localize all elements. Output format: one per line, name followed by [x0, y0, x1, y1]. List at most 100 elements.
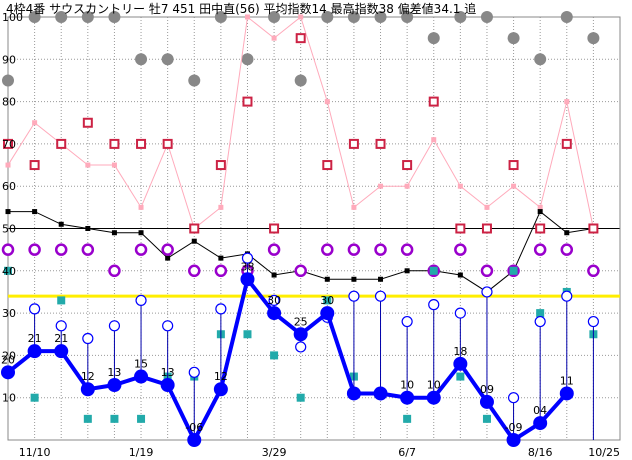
hollow-circle	[108, 320, 121, 332]
black-point	[32, 209, 38, 215]
pink-point	[511, 183, 517, 189]
pink-point	[457, 183, 463, 189]
teal-square	[536, 309, 545, 318]
purple-circle	[560, 243, 574, 256]
hollow-circle	[295, 341, 307, 353]
y-tick-label: 100	[2, 11, 23, 24]
index-data-label: 04	[533, 404, 547, 417]
black-point	[138, 230, 144, 236]
pink-point	[324, 99, 330, 105]
gray-dot	[401, 11, 414, 23]
red-square	[82, 117, 93, 128]
gray-dot	[560, 11, 573, 23]
black-point	[457, 272, 463, 278]
black-point	[378, 276, 384, 282]
plot-frame	[7, 16, 621, 441]
index-point	[213, 382, 228, 397]
purple-circle	[454, 243, 467, 256]
index-point	[160, 378, 175, 393]
index-series-line	[6, 274, 569, 445]
gray-dot	[374, 11, 387, 23]
pink-point	[351, 204, 357, 210]
black-point	[191, 238, 197, 244]
index-data-label: 11	[560, 374, 574, 387]
index-point	[107, 378, 122, 393]
pink-point	[111, 162, 117, 168]
gray-dot	[55, 11, 68, 23]
pink-point	[564, 99, 570, 105]
red-square	[508, 160, 519, 171]
red-square	[162, 138, 173, 149]
index-point	[346, 386, 361, 401]
index-data-label: 38	[240, 260, 254, 273]
teal-square	[482, 414, 491, 423]
index-data-label: 30	[267, 294, 281, 307]
index-data-label: 15	[134, 358, 148, 371]
teal-square	[110, 414, 119, 423]
index-point	[320, 306, 335, 321]
teal-square	[296, 393, 305, 402]
teal-square	[83, 414, 92, 423]
index-point	[506, 433, 521, 447]
y-tick-label: 20	[2, 349, 16, 362]
y-tick-label: 70	[2, 138, 16, 151]
index-data-label: 12	[214, 370, 228, 383]
red-square	[375, 138, 386, 149]
red-square	[561, 138, 572, 149]
purple-circle	[81, 243, 95, 256]
index-data-label: 25	[294, 315, 308, 328]
index-data-label: 30	[320, 294, 334, 307]
pink-point	[404, 183, 410, 189]
hollow-circle	[135, 294, 147, 307]
red-square	[295, 33, 306, 44]
index-data-label: 13	[107, 366, 121, 379]
purple-circle	[28, 243, 41, 256]
hollow-circle	[162, 320, 174, 332]
teal-square	[323, 296, 332, 305]
red-square	[3, 138, 13, 149]
index-point	[1, 365, 15, 380]
hollow-circle	[481, 286, 493, 298]
index-point	[479, 394, 494, 409]
index-point	[453, 356, 468, 371]
black-point	[111, 230, 117, 236]
black-point	[351, 276, 357, 282]
index-point	[426, 390, 441, 405]
black-point	[58, 221, 64, 227]
black-point	[5, 209, 11, 215]
hollow-circle	[587, 315, 599, 328]
hollow-circle	[534, 315, 546, 328]
index-point	[373, 386, 388, 401]
index-point	[400, 390, 415, 405]
purple-circle	[214, 264, 228, 278]
teal-square	[403, 414, 412, 423]
index-data-label: 18	[453, 345, 467, 358]
hollow-circle	[82, 332, 94, 345]
hollow-circle	[401, 315, 413, 328]
red-square	[428, 96, 439, 107]
pink-point	[5, 162, 11, 168]
y-tick-label: 10	[2, 392, 16, 405]
index-point	[80, 382, 95, 397]
pink-point	[271, 35, 277, 41]
red-square	[189, 223, 200, 234]
x-tick-label: 3/29	[262, 446, 287, 459]
hollow-circle	[241, 252, 254, 264]
gray-dot	[2, 74, 14, 87]
red-square	[481, 223, 492, 234]
gray-dot	[321, 11, 334, 23]
red-square	[56, 138, 67, 149]
hollow-circle	[188, 366, 200, 378]
black-point	[218, 255, 224, 261]
index-point	[54, 344, 69, 359]
index-data-label: 09	[480, 383, 494, 396]
y-tick-label: 60	[2, 180, 16, 193]
teal-square	[243, 330, 252, 339]
pink-point	[298, 14, 304, 20]
x-tick-label: 6/7	[398, 446, 416, 459]
purple-circle	[294, 264, 307, 278]
purple-circle	[533, 243, 547, 256]
index-data-label: -06	[185, 421, 203, 434]
pink-point	[32, 120, 38, 126]
